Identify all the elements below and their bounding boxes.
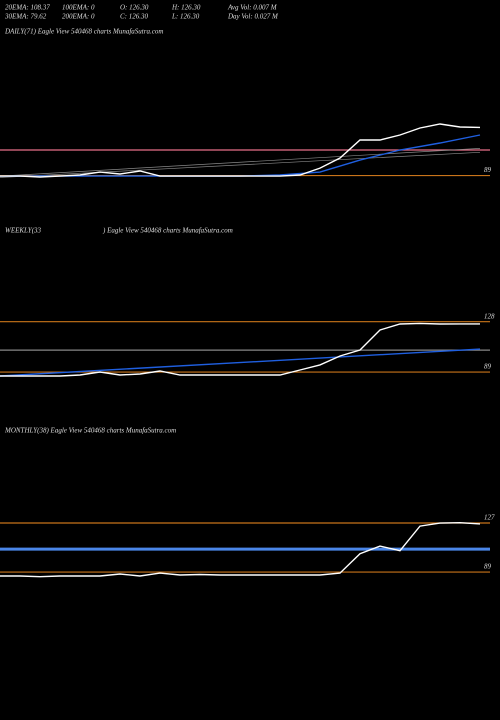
header-stat: 200EMA: 0 — [62, 13, 95, 21]
price-line — [0, 151, 481, 178]
price-line — [0, 134, 481, 177]
panel-title: DAILY(71) Eagle View 540468 charts Munaf… — [4, 28, 163, 36]
price-line — [0, 322, 480, 377]
price-line — [0, 148, 481, 177]
header-stat: 20EMA: 108.37 — [5, 4, 50, 12]
price-line — [0, 521, 481, 578]
header-stat: L: 126.30 — [171, 13, 200, 21]
header-stat: O: 126.30 — [120, 4, 149, 12]
level-label: 89 — [484, 363, 492, 371]
header-stat: C: 126.30 — [120, 13, 149, 21]
price-line — [0, 123, 481, 178]
header-stat: Avg Vol: 0.007 M — [227, 4, 278, 12]
header-stat: 100EMA: 0 — [62, 4, 95, 12]
panel-title: MONTHLY(38) Eagle View 540468 charts Mun… — [4, 427, 176, 435]
level-label: 127 — [484, 514, 495, 522]
panel-title: WEEKLY(33 — [5, 227, 42, 235]
level-label: 89 — [484, 166, 492, 174]
level-label: 89 — [484, 563, 492, 571]
price-line — [0, 348, 481, 377]
header-stat: H: 126.30 — [171, 4, 201, 12]
level-label: 128 — [484, 312, 495, 320]
header-stat: Day Vol: 0.027 M — [227, 13, 279, 21]
header-stat: 30EMA: 79.62 — [4, 13, 47, 21]
panel-title: ) Eagle View 540468 charts MunafaSutra.c… — [102, 227, 233, 235]
